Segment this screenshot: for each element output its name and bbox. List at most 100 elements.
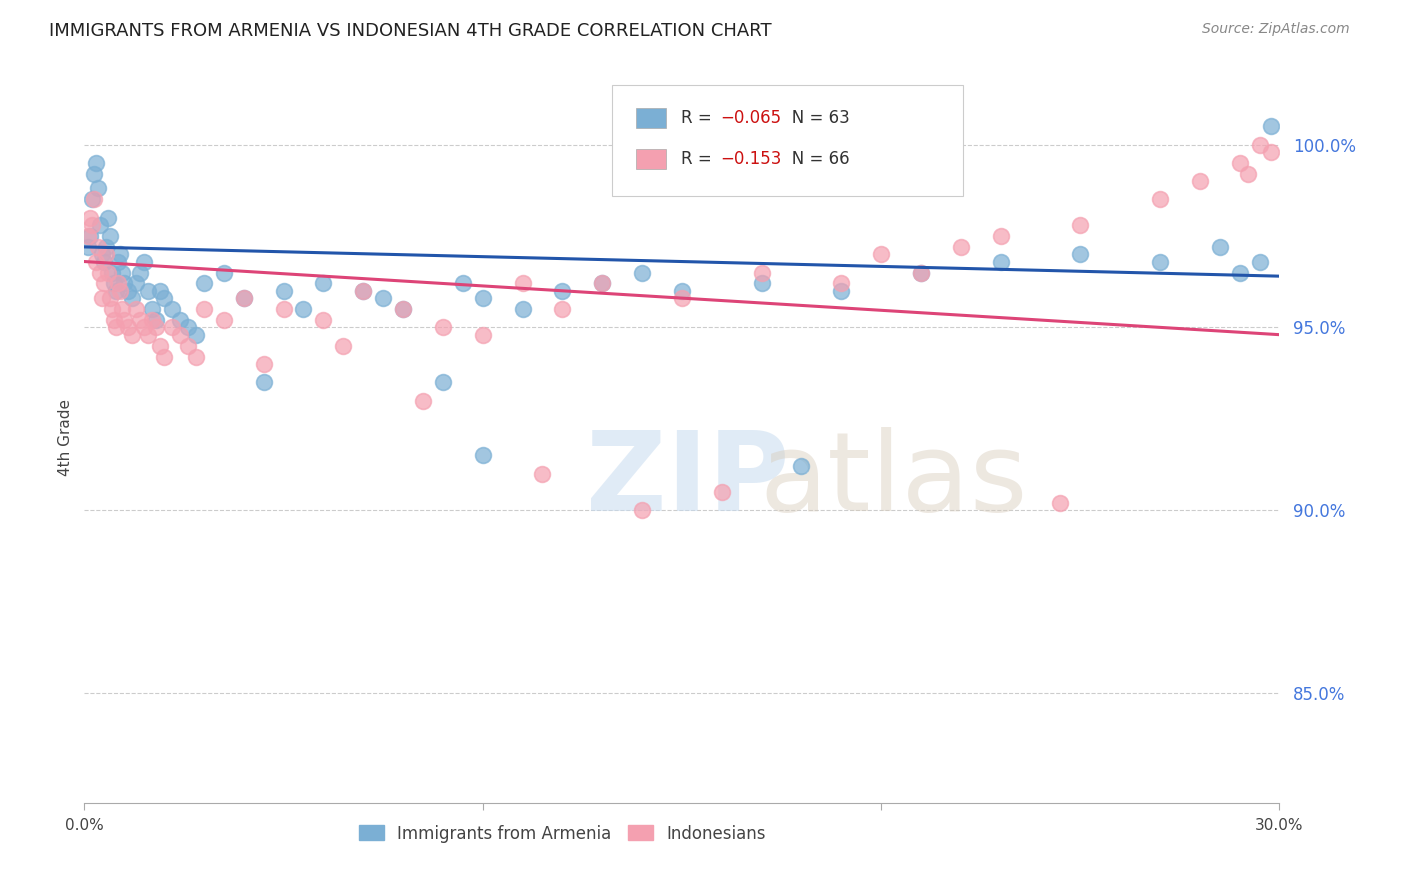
Text: R =: R = [681, 150, 721, 168]
Point [87, 181, 110, 195]
Y-axis label: 4th Grade: 4th Grade [58, 399, 73, 475]
Point [990, 229, 1012, 244]
Text: atlas: atlas [759, 427, 1028, 534]
Point [101, 302, 124, 317]
Point [91, 291, 114, 305]
Point [103, 277, 125, 291]
Point [312, 277, 335, 291]
Point [392, 302, 415, 317]
Point [121, 291, 143, 305]
Point [177, 320, 200, 334]
Point [107, 254, 129, 268]
Point [145, 320, 167, 334]
Point [153, 291, 176, 305]
Point [232, 291, 254, 305]
Point [910, 266, 932, 280]
Point [910, 266, 932, 280]
Point [125, 302, 148, 317]
Point [111, 302, 134, 317]
Point [101, 266, 124, 280]
Point [193, 302, 215, 317]
Point [1209, 240, 1232, 254]
Point [184, 327, 207, 342]
Point [432, 376, 454, 390]
Point [136, 284, 159, 298]
Text: N = 63: N = 63 [776, 109, 849, 127]
Point [89, 218, 111, 232]
Point [451, 277, 474, 291]
Point [292, 302, 315, 317]
Point [132, 254, 156, 268]
Point [212, 266, 235, 280]
Point [830, 284, 852, 298]
Point [870, 247, 893, 261]
Point [830, 277, 852, 291]
Point [1236, 167, 1258, 181]
Point [160, 302, 183, 317]
Point [1260, 145, 1282, 159]
Point [332, 339, 354, 353]
Point [141, 302, 163, 317]
Point [1149, 193, 1171, 207]
Point [77, 229, 100, 244]
Point [990, 254, 1012, 268]
Point [97, 211, 120, 225]
Text: N = 66: N = 66 [776, 150, 849, 168]
Point [93, 277, 115, 291]
Point [471, 291, 494, 305]
Text: R =: R = [681, 109, 717, 127]
Point [112, 313, 135, 327]
Point [89, 266, 111, 280]
Point [671, 284, 693, 298]
Point [352, 284, 374, 298]
Point [110, 247, 132, 261]
Point [591, 277, 613, 291]
Point [177, 339, 200, 353]
Point [149, 339, 172, 353]
Point [1049, 496, 1071, 510]
Point [551, 284, 574, 298]
Point [136, 327, 159, 342]
Point [103, 313, 125, 327]
Point [149, 284, 172, 298]
Point [1249, 137, 1271, 152]
Point [512, 277, 534, 291]
Point [471, 327, 494, 342]
Point [1260, 120, 1282, 134]
Point [125, 277, 148, 291]
Point [212, 313, 235, 327]
Point [98, 291, 121, 305]
Point [352, 284, 374, 298]
Point [169, 313, 191, 327]
Point [97, 266, 120, 280]
Point [79, 211, 101, 225]
Point [273, 284, 295, 298]
Point [751, 277, 773, 291]
Point [145, 313, 167, 327]
Point [83, 167, 105, 181]
Text: −0.065: −0.065 [720, 109, 780, 127]
Point [86, 156, 108, 170]
Point [169, 327, 191, 342]
Point [1229, 156, 1251, 170]
Point [432, 320, 454, 334]
Point [751, 266, 773, 280]
Point [86, 254, 108, 268]
Point [93, 254, 115, 268]
Point [83, 193, 105, 207]
Point [1229, 266, 1251, 280]
Point [631, 266, 654, 280]
Point [82, 193, 104, 207]
Point [77, 240, 100, 254]
Point [79, 229, 101, 244]
Point [232, 291, 254, 305]
Text: Source: ZipAtlas.com: Source: ZipAtlas.com [1202, 22, 1350, 37]
Point [1249, 254, 1271, 268]
Point [312, 313, 335, 327]
Text: IMMIGRANTS FROM ARMENIA VS INDONESIAN 4TH GRADE CORRELATION CHART: IMMIGRANTS FROM ARMENIA VS INDONESIAN 4T… [49, 22, 772, 40]
Point [98, 229, 121, 244]
Point [96, 247, 118, 261]
Point [392, 302, 415, 317]
Point [1069, 218, 1091, 232]
Point [96, 240, 118, 254]
